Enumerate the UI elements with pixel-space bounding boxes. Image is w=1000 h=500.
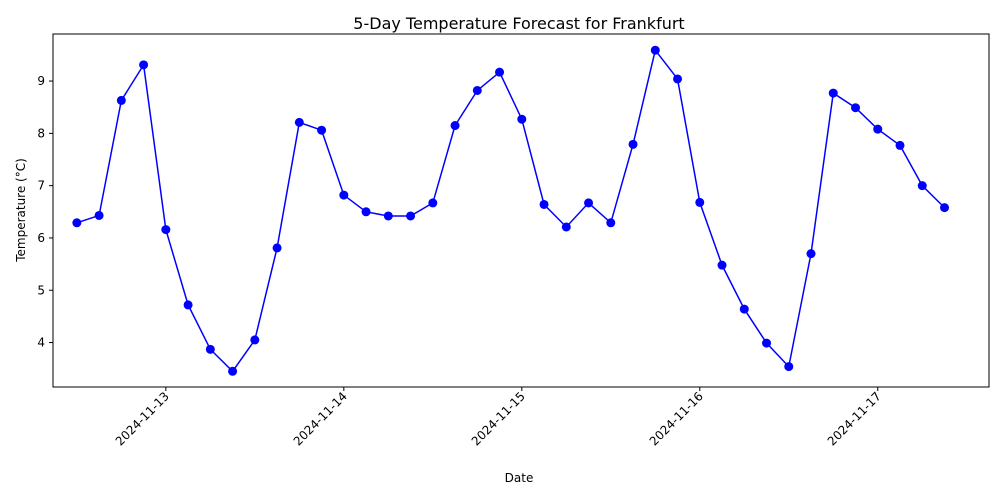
data-point: [917, 181, 927, 191]
data-point: [695, 197, 705, 207]
x-tick-label: 2024-11-13: [113, 389, 172, 448]
data-point: [339, 190, 349, 200]
x-tick-label: 2024-11-15: [469, 389, 528, 448]
data-point: [450, 121, 460, 131]
y-axis: 4 5 6 7 8 9: [37, 74, 53, 350]
data-point: [361, 207, 371, 217]
chart-title: 5-Day Temperature Forecast for Frankfurt: [353, 14, 684, 33]
data-point: [784, 362, 794, 372]
y-tick-label: 6: [37, 231, 45, 245]
data-point: [294, 117, 304, 127]
data-point: [472, 85, 482, 95]
x-tick-label: 2024-11-14: [291, 389, 350, 448]
data-point: [606, 218, 616, 228]
data-point: [895, 140, 905, 150]
data-point: [94, 210, 104, 220]
y-tick-label: 5: [37, 283, 45, 297]
data-point: [650, 45, 660, 55]
data-point: [940, 203, 950, 213]
x-axis: 2024-11-13 2024-11-14 2024-11-15 2024-11-16…: [113, 387, 884, 448]
y-axis-label: Temperature (°C): [14, 158, 28, 263]
data-point: [406, 211, 416, 221]
y-tick-label: 9: [37, 74, 45, 88]
data-point: [139, 60, 149, 70]
series-line: [76, 48, 946, 373]
data-point: [517, 114, 527, 124]
data-point: [72, 218, 82, 228]
data-point: [116, 95, 126, 105]
x-tick-label: 2024-11-17: [825, 389, 884, 448]
data-point: [561, 222, 571, 232]
y-tick-label: 7: [37, 179, 45, 193]
data-point: [762, 338, 772, 348]
data-point: [873, 124, 883, 134]
data-point: [717, 260, 727, 270]
data-point: [272, 243, 282, 253]
data-point: [250, 335, 260, 345]
y-tick-label: 8: [37, 126, 45, 140]
data-point: [673, 74, 683, 84]
data-point: [739, 304, 749, 314]
x-axis-label: Date: [505, 471, 534, 485]
data-point: [851, 103, 861, 113]
x-tick-label: 2024-11-16: [647, 389, 706, 448]
plot-area: [72, 45, 950, 376]
data-point: [183, 300, 193, 310]
data-point: [828, 88, 838, 98]
data-point: [205, 344, 215, 354]
data-point: [317, 125, 327, 135]
data-point: [539, 199, 549, 209]
plot-frame: [52, 33, 990, 388]
data-point: [628, 139, 638, 149]
data-point: [495, 67, 505, 77]
data-point: [806, 249, 816, 259]
data-point: [584, 198, 594, 208]
data-point: [161, 225, 171, 235]
data-point: [228, 366, 238, 376]
data-point: [428, 198, 438, 208]
y-tick-label: 4: [37, 336, 45, 350]
data-point: [383, 211, 393, 221]
